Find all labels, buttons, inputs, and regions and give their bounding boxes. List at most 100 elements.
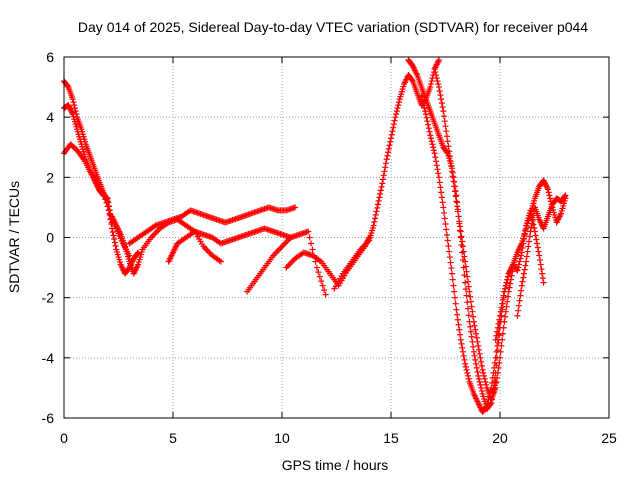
plus-marker — [112, 243, 119, 250]
plus-marker — [448, 163, 455, 170]
plus-marker — [498, 342, 505, 349]
plus-marker — [501, 288, 508, 295]
plus-marker — [432, 154, 439, 161]
plus-marker — [445, 243, 452, 250]
plus-marker — [424, 118, 431, 125]
plus-marker — [475, 375, 482, 382]
plus-marker — [547, 195, 554, 202]
plus-marker — [454, 203, 461, 210]
plus-marker — [515, 261, 522, 268]
plus-marker — [435, 170, 442, 177]
plus-marker — [515, 307, 522, 314]
plus-marker — [475, 342, 482, 349]
plus-marker — [467, 323, 474, 330]
plus-marker — [313, 264, 320, 271]
plus-marker — [456, 326, 463, 333]
y-tick-label: -4 — [42, 350, 55, 366]
plus-marker — [459, 238, 466, 245]
plus-marker — [454, 316, 461, 323]
plus-marker — [493, 362, 500, 369]
plus-marker — [385, 145, 392, 152]
plus-marker — [470, 313, 477, 320]
plus-marker — [449, 173, 456, 180]
plus-marker — [466, 288, 473, 295]
plus-marker — [377, 190, 384, 197]
plus-marker — [462, 263, 469, 270]
plus-marker — [463, 292, 470, 299]
plus-marker — [532, 232, 539, 239]
plus-marker — [449, 270, 456, 277]
series-trace-f — [165, 225, 294, 265]
plus-marker — [538, 266, 545, 273]
y-tick-label: 0 — [46, 230, 54, 246]
plus-marker — [316, 273, 323, 280]
plus-marker — [390, 121, 397, 128]
series-trace-l — [431, 66, 517, 403]
plus-marker — [562, 192, 569, 199]
plus-marker — [460, 248, 467, 255]
plus-marker — [455, 213, 462, 220]
plus-marker — [481, 372, 488, 379]
plus-marker — [427, 135, 434, 142]
plus-marker — [434, 78, 441, 85]
plus-marker — [103, 199, 110, 206]
plus-marker — [462, 258, 469, 265]
plus-marker — [468, 333, 475, 340]
plus-marker — [463, 268, 470, 275]
plus-marker — [492, 336, 499, 343]
plus-marker — [475, 346, 482, 353]
plus-marker — [500, 292, 507, 299]
plus-marker — [444, 138, 451, 145]
plus-marker — [461, 356, 468, 363]
plus-marker — [100, 189, 107, 196]
plus-marker — [459, 348, 466, 355]
plus-marker — [477, 381, 484, 388]
plus-marker — [452, 300, 459, 307]
x-tick-label: 20 — [492, 430, 508, 446]
x-tick-label: 25 — [601, 430, 617, 446]
plus-marker — [478, 362, 485, 369]
plus-marker — [451, 188, 458, 195]
plus-marker — [504, 298, 511, 305]
plus-marker — [518, 249, 525, 256]
plus-marker — [483, 403, 490, 410]
plus-marker — [104, 203, 111, 210]
plus-marker — [384, 152, 391, 159]
y-tick-label: 6 — [46, 49, 54, 65]
plus-marker — [482, 378, 489, 385]
plus-marker — [494, 354, 501, 361]
plus-marker — [475, 372, 482, 379]
plus-marker — [440, 108, 447, 115]
plus-marker — [427, 81, 434, 88]
x-tick-label: 10 — [274, 430, 290, 446]
plus-marker — [430, 144, 437, 151]
plus-marker — [496, 316, 503, 323]
plus-marker — [460, 352, 467, 359]
plus-marker — [449, 168, 456, 175]
plus-marker — [449, 276, 456, 283]
x-tick-label: 5 — [169, 430, 177, 446]
plus-marker — [459, 243, 466, 250]
plus-marker — [440, 204, 447, 211]
plus-marker — [439, 104, 446, 111]
plus-marker — [419, 99, 426, 106]
plus-marker — [393, 111, 400, 118]
plus-marker — [520, 270, 527, 277]
plus-marker — [457, 336, 464, 343]
plus-marker — [499, 300, 506, 307]
plus-marker — [453, 306, 460, 313]
plus-marker — [494, 328, 501, 335]
plus-marker — [420, 102, 427, 109]
plus-marker — [492, 378, 499, 385]
plus-marker — [433, 75, 440, 82]
plus-marker — [70, 99, 77, 106]
plus-marker — [111, 236, 118, 243]
plus-marker — [473, 334, 480, 341]
plus-marker — [423, 114, 430, 121]
plus-marker — [422, 111, 429, 118]
plus-marker — [514, 312, 521, 319]
plus-marker — [447, 259, 454, 266]
plus-marker — [523, 258, 530, 265]
plus-marker — [474, 368, 481, 375]
plus-marker — [448, 265, 455, 272]
